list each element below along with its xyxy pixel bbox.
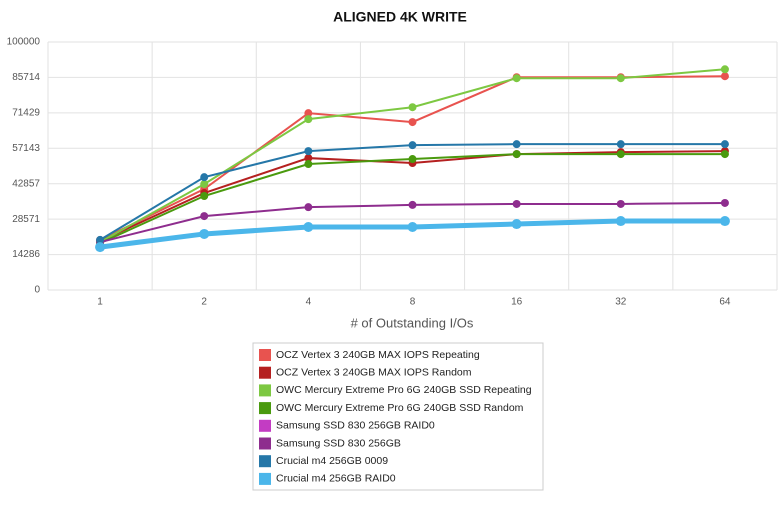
data-point xyxy=(200,180,209,189)
legend-swatch xyxy=(259,437,271,450)
data-point xyxy=(408,155,417,164)
legend-swatch xyxy=(259,384,271,397)
data-point xyxy=(304,160,313,169)
data-point xyxy=(199,228,210,239)
legend-label: Samsung SSD 830 256GB xyxy=(276,437,401,449)
legend-label: OCZ Vertex 3 240GB MAX IOPS Repeating xyxy=(276,349,480,361)
data-point xyxy=(512,74,521,83)
data-point xyxy=(615,216,626,227)
data-point xyxy=(512,150,521,159)
data-point xyxy=(95,242,106,253)
data-point xyxy=(616,150,625,159)
data-point xyxy=(616,140,625,149)
legend-swatch xyxy=(259,402,271,415)
data-point xyxy=(200,173,209,182)
legend-swatch xyxy=(259,419,271,432)
legend-label: OWC Mercury Extreme Pro 6G 240GB SSD Rep… xyxy=(276,384,532,396)
legend-box xyxy=(252,342,544,491)
data-point xyxy=(408,141,417,150)
legend-label: Samsung SSD 830 256GB RAID0 xyxy=(276,420,435,432)
data-point xyxy=(96,235,105,244)
legend-label: Crucial m4 256GB 0009 xyxy=(276,455,388,467)
y-tick-label: 28571 xyxy=(12,214,40,225)
legend-label: OWC Mercury Extreme Pro 6G 240GB SSD Ran… xyxy=(276,402,524,414)
data-point xyxy=(408,118,417,127)
y-tick-label: 57143 xyxy=(12,143,40,154)
legend-swatch xyxy=(259,349,271,361)
data-point xyxy=(304,203,313,212)
y-tick-label: 42857 xyxy=(12,178,40,189)
data-point xyxy=(511,219,522,230)
data-point xyxy=(408,103,417,112)
data-point xyxy=(304,109,313,118)
data-point xyxy=(512,199,521,208)
data-point xyxy=(719,216,730,227)
y-tick-label: 0 xyxy=(34,285,40,296)
data-point xyxy=(200,192,209,201)
data-point xyxy=(303,222,314,233)
legend-label: Crucial m4 256GB RAID0 xyxy=(276,473,396,485)
x-tick-label: 4 xyxy=(306,297,312,308)
data-point xyxy=(304,147,313,156)
y-tick-label: 100000 xyxy=(7,37,41,48)
x-tick-label: 32 xyxy=(615,297,627,308)
data-point xyxy=(304,154,313,163)
data-point xyxy=(408,200,417,209)
data-point xyxy=(200,212,209,221)
legend-swatch xyxy=(259,455,271,468)
legend-swatch xyxy=(259,366,271,379)
data-point xyxy=(720,140,729,149)
y-tick-label: 14286 xyxy=(12,249,40,260)
x-axis-label: # of Outstanding I/Os xyxy=(351,315,474,330)
data-point xyxy=(616,199,625,208)
data-point xyxy=(407,222,418,233)
legend-swatch xyxy=(259,472,271,485)
data-point xyxy=(512,140,521,149)
y-tick-label: 85714 xyxy=(12,72,40,83)
data-point xyxy=(616,74,625,83)
data-point xyxy=(720,65,729,74)
data-point xyxy=(720,150,729,159)
legend-label: OCZ Vertex 3 240GB MAX IOPS Random xyxy=(276,366,472,378)
data-point xyxy=(720,72,729,81)
data-point xyxy=(304,115,313,124)
y-tick-label: 71429 xyxy=(12,107,40,118)
data-point xyxy=(720,198,729,207)
x-tick-label: 2 xyxy=(201,297,207,308)
x-tick-label: 1 xyxy=(97,297,103,308)
x-tick-label: 8 xyxy=(410,297,416,308)
chart-title: ALIGNED 4K WRITE xyxy=(333,9,467,25)
x-tick-label: 16 xyxy=(511,297,523,308)
x-tick-label: 64 xyxy=(719,297,731,308)
